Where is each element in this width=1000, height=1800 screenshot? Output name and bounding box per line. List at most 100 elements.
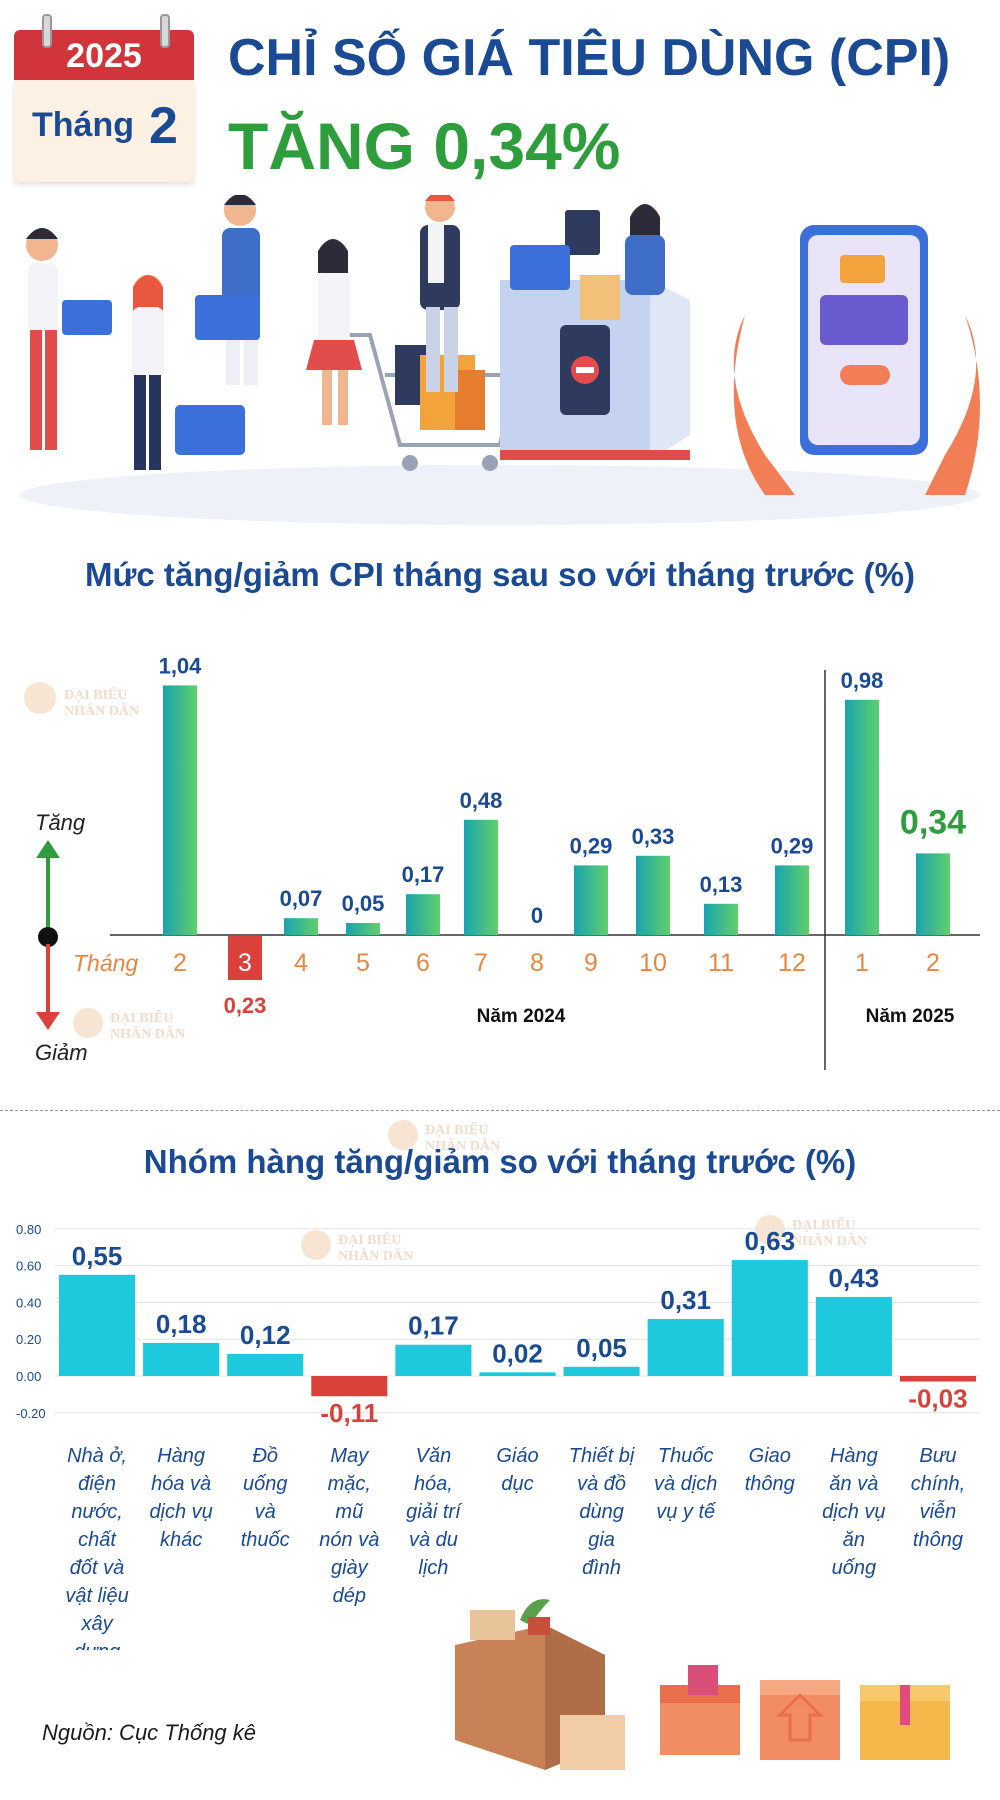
month-tick-label: 6	[416, 949, 430, 977]
origin-dot-icon	[38, 927, 58, 947]
up-label: Tăng	[35, 810, 86, 835]
watermark-line-1: ĐẠI BIỂU	[425, 1123, 489, 1138]
watermark-logo: ĐẠI BIỂU NHÂN DÂN	[385, 1115, 515, 1166]
category-label: May mặc, mũ nón và giày dép	[319, 1445, 379, 1607]
cpi-bar	[284, 918, 318, 935]
category-value-label: 0,05	[576, 1333, 627, 1363]
category-bar	[59, 1274, 136, 1376]
mobile-payment-icon	[733, 225, 980, 495]
category-bar	[647, 1318, 724, 1376]
emblem-icon	[24, 682, 56, 714]
month-tick-label: 12	[778, 949, 806, 977]
y-tick-label: -0.20	[16, 1406, 46, 1421]
cpi-value-label: 0,07	[280, 886, 323, 911]
cpi-value-label: 0,48	[460, 788, 503, 813]
chart2-title: Nhóm hàng tăng/giảm so với tháng trước (…	[143, 1143, 857, 1180]
category-value-label: -0,03	[908, 1384, 967, 1414]
month-tick-label: 2	[926, 949, 940, 977]
emblem-icon	[755, 1215, 785, 1245]
watermark-logo: ĐẠI BIỂU NHÂN DÂN	[298, 1225, 438, 1276]
watermark-line-1: ĐẠI BIỂU	[110, 1011, 174, 1026]
watermark-logo: ĐẠI BIỂU NHÂN DÂN	[22, 676, 152, 727]
category-value-label: 0,55	[72, 1241, 123, 1271]
category-value-label: 0,43	[829, 1263, 880, 1293]
month-tick-label: 8	[530, 949, 544, 977]
shopper-icon	[195, 195, 260, 385]
category-bar	[227, 1353, 304, 1376]
floor-shadow	[20, 465, 980, 525]
calendar-body: Tháng 2	[14, 80, 194, 182]
cpi-bar	[775, 865, 809, 935]
checkout-counter-icon	[500, 210, 690, 460]
month-tick-label: 9	[584, 949, 598, 977]
emblem-icon	[73, 1008, 103, 1038]
category-bar	[563, 1366, 640, 1376]
category-value-label: 0,18	[156, 1309, 207, 1339]
cpi-value-label: 0,29	[771, 833, 814, 858]
watermark-line-1: ĐẠI BIỂU	[338, 1233, 402, 1248]
category-label: Bưu chính, viễn thông	[911, 1445, 965, 1551]
up-arrow-icon	[36, 840, 60, 858]
page-title: CHỈ SỐ GIÁ TIÊU DÙNG (CPI)	[228, 29, 951, 87]
category-bar	[143, 1342, 220, 1376]
category-bar	[479, 1372, 556, 1376]
source-note: Nguồn: Cục Thống kê	[42, 1720, 257, 1745]
category-bar	[311, 1376, 388, 1397]
cpi-value-label: 0,23	[224, 993, 267, 1018]
y-tick-label: 0.00	[16, 1369, 41, 1384]
category-label: Giao thông	[745, 1445, 795, 1495]
cpi-value-label: 0,34	[900, 803, 966, 841]
month-tick-label: 10	[639, 949, 667, 977]
shopper-icon	[306, 239, 362, 425]
cpi-bar	[636, 855, 670, 935]
category-label: Đồ uống và thuốc	[241, 1445, 290, 1551]
watermark-line-1: ĐẠI BIỂU	[64, 688, 128, 703]
cpi-bar	[574, 865, 608, 935]
category-bar	[815, 1296, 892, 1376]
month-tick-label: 11	[708, 949, 734, 977]
watermark-line-2: NHÂN DÂN	[425, 1139, 501, 1154]
year-group-label: Năm 2025	[866, 1006, 955, 1027]
month-tick-label: 2	[173, 949, 187, 977]
calendar-ring-icon	[42, 14, 52, 48]
category-label: Giáo dục	[496, 1445, 538, 1495]
month-tick-label: 1	[855, 949, 869, 977]
category-label: Hàng ăn và dịch vụ ăn uống	[822, 1445, 885, 1579]
calendar-ring-icon	[160, 14, 170, 48]
cpi-value-label: 0,98	[841, 668, 884, 693]
month-tick-label: 7	[474, 949, 488, 977]
month-tick-label: 4	[294, 949, 308, 977]
cpi-bar	[704, 903, 738, 935]
cpi-value-label: 0,33	[632, 824, 675, 849]
boxes-illustration	[455, 1599, 950, 1770]
category-label: Thuốc và dịch vụ y tế	[654, 1445, 717, 1523]
category-value-label: 0,17	[408, 1311, 459, 1341]
calendar-month-label: Tháng	[32, 106, 134, 144]
y-tick-label: 0.40	[16, 1295, 41, 1310]
emblem-icon	[388, 1120, 418, 1150]
month-axis-label: Tháng	[73, 950, 138, 976]
box-icon	[660, 1665, 740, 1755]
cpi-value-label: 1,04	[159, 653, 203, 678]
watermark-line-2: NHÂN DÂN	[792, 1234, 868, 1249]
cpi-value-label: 0,05	[342, 891, 385, 916]
y-tick-label: 0.80	[16, 1222, 41, 1237]
category-value-label: 0,12	[240, 1320, 291, 1350]
cpi-bar	[406, 894, 440, 935]
basket-icon	[175, 405, 245, 455]
category-value-label: 0,02	[492, 1338, 543, 1368]
calendar-month-number: 2	[149, 97, 178, 155]
category-bar	[899, 1376, 976, 1382]
down-arrow-icon	[36, 1012, 60, 1030]
cashier-icon	[625, 204, 665, 295]
down-label: Giảm	[35, 1040, 88, 1065]
category-label: Hàng hóa và dịch vụ khác	[149, 1445, 212, 1551]
shopper-icon	[26, 228, 112, 450]
year-group-label: Năm 2024	[477, 1006, 566, 1027]
cpi-bar	[163, 685, 197, 935]
cpi-value-label: 0	[531, 903, 543, 928]
moving-boxes-icon	[455, 1599, 625, 1770]
calendar-badge: 2025 Tháng 2	[14, 14, 194, 182]
category-bar	[731, 1260, 808, 1376]
